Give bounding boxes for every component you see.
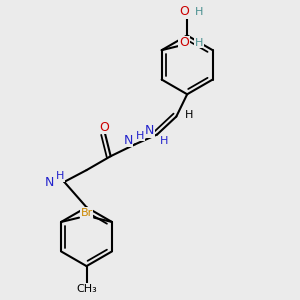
Text: H: H xyxy=(160,136,168,146)
Text: N: N xyxy=(45,176,54,189)
Text: O: O xyxy=(179,5,189,18)
Text: O: O xyxy=(99,121,109,134)
Text: H: H xyxy=(56,171,65,181)
Text: CH₃: CH₃ xyxy=(76,284,97,294)
Text: H: H xyxy=(185,110,194,120)
Text: H: H xyxy=(136,131,145,141)
Text: O: O xyxy=(179,36,189,49)
Text: H: H xyxy=(195,7,204,16)
Text: H: H xyxy=(195,38,203,48)
Text: N: N xyxy=(123,134,133,147)
Text: N: N xyxy=(145,124,154,137)
Text: Br: Br xyxy=(80,208,92,218)
Text: Br: Br xyxy=(81,208,93,218)
